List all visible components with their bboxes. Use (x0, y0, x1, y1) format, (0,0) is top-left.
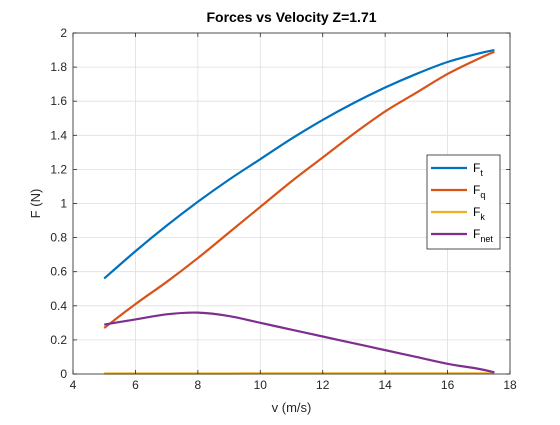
legend-label-main: F (473, 183, 480, 197)
legend-label-sub: net (480, 234, 493, 244)
legend-label-main: F (473, 205, 480, 219)
y-tick-label: 0.8 (50, 231, 67, 245)
y-tick-label: 1.8 (50, 60, 67, 74)
legend-label-main: F (473, 227, 480, 241)
chart-title: Forces vs Velocity Z=1.71 (206, 9, 376, 25)
x-tick-label: 18 (503, 378, 517, 392)
y-tick-label: 1.4 (50, 128, 67, 142)
x-axis-label: v (m/s) (272, 400, 312, 415)
y-tick-label: 0.4 (50, 299, 67, 313)
y-tick-label: 1.2 (50, 162, 67, 176)
x-tick-label: 8 (195, 378, 202, 392)
x-tick-label: 10 (254, 378, 268, 392)
legend-label-sub: q (480, 190, 485, 200)
y-tick-label: 0.2 (50, 333, 67, 347)
y-tick-label: 1.6 (50, 94, 67, 108)
legend-label-main: F (473, 161, 480, 175)
y-tick-label: 2 (60, 26, 67, 40)
x-tick-label: 14 (378, 378, 392, 392)
x-tick-label: 16 (441, 378, 455, 392)
y-tick-label: 0.6 (50, 265, 67, 279)
y-tick-label: 0 (60, 367, 67, 381)
y-axis-label: F (N) (28, 189, 43, 219)
y-tick-label: 1 (60, 197, 67, 211)
x-tick-label: 6 (132, 378, 139, 392)
x-tick-label: 12 (316, 378, 330, 392)
legend-label-sub: k (480, 212, 485, 222)
x-tick-label: 4 (70, 378, 77, 392)
